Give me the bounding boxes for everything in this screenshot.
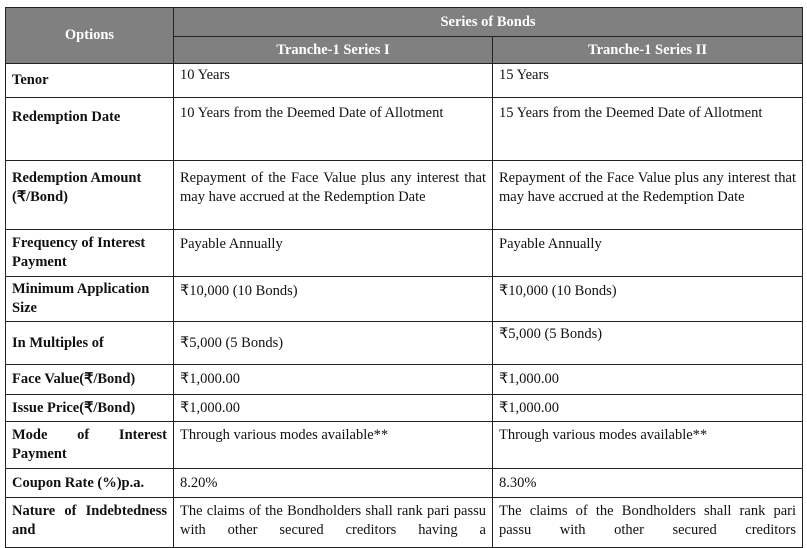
table-row: Minimum Application Size ₹10,000 (10 Bon…: [5, 276, 804, 322]
series-2-value: 15 Years from the Deemed Date of Allotme…: [491, 97, 804, 161]
series-2-value: ₹10,000 (10 Bonds): [491, 276, 804, 322]
row-label: Redemption Amount (₹/Bond): [5, 160, 174, 230]
row-label: Minimum Application Size: [5, 276, 174, 322]
series-1-value: Repayment of the Face Value plus any int…: [173, 160, 493, 230]
series-1-header: Tranche-1 Series I: [173, 36, 493, 64]
series-1-value: ₹5,000 (5 Bonds): [173, 321, 493, 365]
series-2-value: ₹1,000.00: [491, 364, 804, 395]
bond-series-table: Options Series of Bonds Tranche-1 Series…: [5, 7, 804, 548]
row-label: Frequency of Interest Payment: [5, 229, 174, 277]
series-1-value: ₹1,000.00: [173, 394, 493, 422]
row-label: Tenor: [5, 63, 174, 98]
table-row: Tenor 10 Years 15 Years: [5, 63, 804, 98]
table-row: Redemption Amount (₹/Bond) Repayment of …: [5, 160, 804, 230]
table-row: In Multiples of ₹5,000 (5 Bonds) ₹5,000 …: [5, 321, 804, 365]
series-2-value: ₹1,000.00: [491, 394, 804, 422]
series-1-value: ₹1,000.00: [173, 364, 493, 395]
row-label: Nature of Indebtedness and: [5, 497, 174, 548]
row-label: Coupon Rate (%)p.a.: [5, 468, 174, 498]
series-1-value: 8.20%: [173, 468, 493, 498]
series-1-value: Payable Annually: [173, 229, 493, 277]
series-of-bonds-header: Series of Bonds: [172, 7, 804, 37]
series-1-value: 10 Years from the Deemed Date of Allotme…: [173, 97, 493, 161]
table-row: Mode of Interest Payment Through various…: [5, 421, 804, 469]
series-1-value: Through various modes available**: [173, 421, 493, 469]
row-label: Face Value(₹/Bond): [5, 364, 174, 395]
row-label: Redemption Date: [5, 97, 174, 161]
row-label: Issue Price(₹/Bond): [5, 394, 174, 422]
series-2-value: ₹5,000 (5 Bonds): [491, 321, 804, 365]
series-2-value: Through various modes available**: [491, 421, 804, 469]
series-2-value: The claims of the Bondholders shall rank…: [491, 497, 804, 548]
table-row: Issue Price(₹/Bond) ₹1,000.00 ₹1,000.00: [5, 394, 804, 422]
table-row: Nature of Indebtedness and The claims of…: [5, 497, 804, 548]
series-1-value: 10 Years: [173, 63, 493, 98]
row-label: Mode of Interest Payment: [5, 421, 174, 469]
series-2-value: 15 Years: [491, 63, 804, 98]
series-2-value: Payable Annually: [491, 229, 804, 277]
table-row: Coupon Rate (%)p.a. 8.20% 8.30%: [5, 468, 804, 498]
series-2-value: 8.30%: [491, 468, 804, 498]
row-label: In Multiples of: [5, 321, 174, 365]
table-row: Redemption Date 10 Years from the Deemed…: [5, 97, 804, 161]
table-row: Frequency of Interest Payment Payable An…: [5, 229, 804, 277]
series-2-value: Repayment of the Face Value plus any int…: [491, 160, 804, 230]
series-1-value: The claims of the Bondholders shall rank…: [173, 497, 493, 548]
series-2-header: Tranche-1 Series II: [491, 36, 804, 64]
options-header: Options: [5, 7, 174, 64]
table-row: Face Value(₹/Bond) ₹1,000.00 ₹1,000.00: [5, 364, 804, 395]
series-1-value: ₹10,000 (10 Bonds): [173, 276, 493, 322]
